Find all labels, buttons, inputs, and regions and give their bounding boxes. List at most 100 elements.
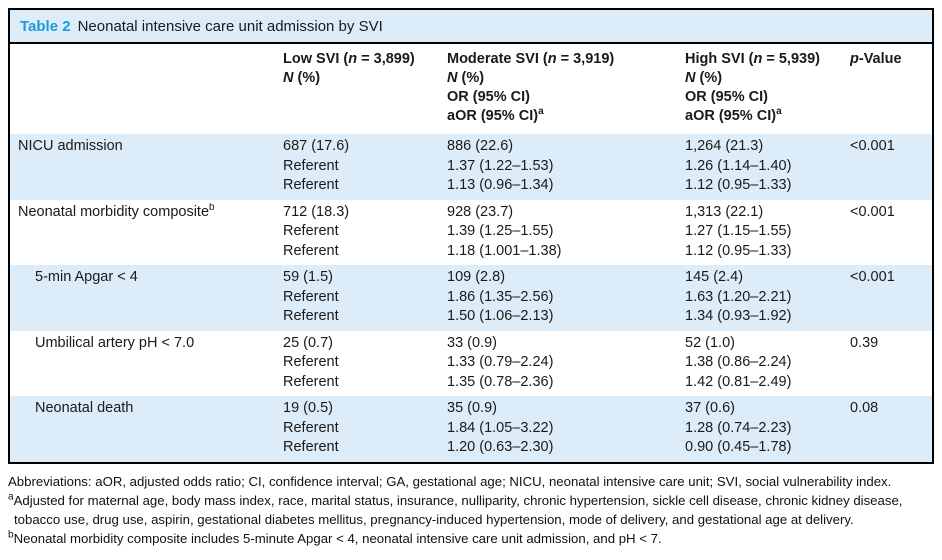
high-svi-cell: 1,313 (22.1) 1.27 (1.15–1.55) 1.12 (0.95… (677, 200, 842, 266)
row-label: Neonatal death (35, 400, 134, 416)
header-line: Moderate SVI (n = 3,919) (447, 51, 615, 67)
low-svi-cell: 19 (0.5) Referent Referent (275, 396, 439, 462)
cell-line: Referent (283, 288, 339, 305)
cell-line: 1.37 (1.22–1.53) (447, 157, 554, 174)
cell-line: 1.63 (1.20–2.21) (685, 288, 792, 305)
cell-line: 928 (23.7) (447, 203, 514, 220)
cell-line: 35 (0.9) (447, 400, 497, 416)
footnotes: Abbreviations: aOR, adjusted odds ratio;… (8, 472, 936, 548)
moderate-svi-cell: 886 (22.6) 1.37 (1.22–1.53) 1.13 (0.96–1… (439, 134, 677, 200)
table-2-container: Table 2 Neonatal intensive care unit admi… (8, 8, 934, 464)
low-svi-cell: 59 (1.5) Referent Referent (275, 265, 439, 331)
cell-line: 1.34 (0.93–1.92) (685, 308, 792, 324)
high-svi-cell: 145 (2.4) 1.63 (1.20–2.21) 1.34 (0.93–1.… (677, 265, 842, 331)
cell-line: 1.13 (0.96–1.34) (447, 177, 554, 193)
header-line: aOR (95% CI)a (685, 107, 782, 124)
cell-line: Referent (283, 308, 339, 324)
cell-line: Referent (283, 419, 339, 436)
high-svi-cell: 1,264 (21.3) 1.26 (1.14–1.40) 1.12 (0.95… (677, 134, 842, 200)
cell-line: 0.90 (0.45–1.78) (685, 439, 792, 455)
data-table: Low SVI (n = 3,899) N (%) Moderate SVI (… (10, 44, 932, 462)
cell-line: 1.12 (0.95–1.33) (685, 242, 792, 259)
header-cell-p-value: p-Value (842, 44, 932, 134)
row-label: 5-min Apgar < 4 (35, 269, 138, 285)
cell-line: 25 (0.7) (283, 334, 333, 351)
header-line: High SVI (n = 5,939) (685, 51, 820, 67)
cell-line: 886 (22.6) (447, 138, 514, 154)
row-label-cell: Umbilical artery pH < 7.0 (10, 331, 275, 397)
low-svi-cell: 25 (0.7) Referent Referent (275, 331, 439, 397)
cell-line: 1.28 (0.74–2.23) (685, 419, 792, 436)
cell-line: Referent (283, 242, 339, 259)
header-line: OR (95% CI) (447, 89, 530, 105)
footnote-a: aAdjusted for maternal age, body mass in… (8, 491, 903, 527)
cell-line: 1.42 (0.81–2.49) (685, 373, 792, 390)
footnote-b: bNeonatal morbidity composite includes 5… (8, 529, 662, 546)
cell-line: 687 (17.6) (283, 138, 350, 154)
p-value-cell: 0.39 (842, 331, 932, 397)
cell-line: 1,313 (22.1) (685, 203, 764, 220)
cell-line: Referent (283, 157, 339, 174)
header-cell-high-svi: High SVI (n = 5,939) N (%) OR (95% CI) a… (677, 44, 842, 134)
cell-line: 1.27 (1.15–1.55) (685, 223, 792, 239)
header-cell-moderate-svi: Moderate SVI (n = 3,919) N (%) OR (95% C… (439, 44, 677, 134)
cell-line: 52 (1.0) (685, 334, 735, 351)
cell-line: 1.50 (1.06–2.13) (447, 308, 554, 324)
low-svi-cell: 687 (17.6) Referent Referent (275, 134, 439, 200)
cell-line: 1.33 (0.79–2.24) (447, 354, 554, 370)
p-value: 0.39 (850, 334, 879, 351)
cell-line: 1,264 (21.3) (685, 138, 764, 154)
row-label-cell: NICU admission (10, 134, 275, 200)
low-svi-cell: 712 (18.3) Referent Referent (275, 200, 439, 266)
cell-line: 19 (0.5) (283, 400, 333, 416)
cell-line: 37 (0.6) (685, 400, 735, 416)
cell-line: Referent (283, 373, 339, 390)
cell-line: 1.38 (0.86–2.24) (685, 354, 792, 370)
header-cell-outcome (10, 44, 275, 134)
table-number-label: Table 2 (20, 18, 71, 35)
p-value: <0.001 (850, 138, 895, 154)
header-line: OR (95% CI) (685, 89, 768, 105)
table-row-nicu-admission: NICU admission 687 (17.6) Referent Refer… (10, 134, 932, 200)
moderate-svi-cell: 109 (2.8) 1.86 (1.35–2.56) 1.50 (1.06–2.… (439, 265, 677, 331)
table-row-5min-apgar: 5-min Apgar < 4 59 (1.5) Referent Refere… (10, 265, 932, 331)
cell-line: Referent (283, 354, 339, 370)
header-line: N (%) (447, 70, 485, 86)
row-label: Umbilical artery pH < 7.0 (35, 334, 195, 351)
row-label-cell: Neonatal death (10, 396, 275, 462)
cell-line: 1.86 (1.35–2.56) (447, 288, 554, 305)
header-line: aOR (95% CI)a (447, 107, 544, 124)
p-value: 0.08 (850, 400, 879, 416)
cell-line: 1.39 (1.25–1.55) (447, 223, 554, 239)
cell-line: 109 (2.8) (447, 269, 506, 285)
footnote-abbreviations: Abbreviations: aOR, adjusted odds ratio;… (8, 474, 892, 489)
cell-line: 145 (2.4) (685, 269, 744, 285)
header-line: Low SVI (n = 3,899) (283, 51, 415, 67)
cell-line: 1.18 (1.001–1.38) (447, 242, 562, 259)
cell-line: 1.35 (0.78–2.36) (447, 373, 554, 390)
header-line: N (%) (685, 70, 723, 86)
moderate-svi-cell: 35 (0.9) 1.84 (1.05–3.22) 1.20 (0.63–2.3… (439, 396, 677, 462)
p-value-cell: <0.001 (842, 265, 932, 331)
moderate-svi-cell: 33 (0.9) 1.33 (0.79–2.24) 1.35 (0.78–2.3… (439, 331, 677, 397)
row-label: Neonatal morbidity compositeb (18, 202, 215, 220)
header-cell-low-svi: Low SVI (n = 3,899) N (%) (275, 44, 439, 134)
table-title-text: Neonatal intensive care unit admission b… (77, 18, 383, 35)
moderate-svi-cell: 928 (23.7) 1.39 (1.25–1.55) 1.18 (1.001–… (439, 200, 677, 266)
header-row: Low SVI (n = 3,899) N (%) Moderate SVI (… (10, 44, 932, 134)
cell-line: 1.26 (1.14–1.40) (685, 157, 792, 174)
p-value-cell: 0.08 (842, 396, 932, 462)
cell-line: 712 (18.3) (283, 203, 350, 220)
high-svi-cell: 52 (1.0) 1.38 (0.86–2.24) 1.42 (0.81–2.4… (677, 331, 842, 397)
cell-line: 1.20 (0.63–2.30) (447, 439, 554, 455)
row-label-cell: Neonatal morbidity compositeb (10, 200, 275, 266)
p-value-cell: <0.001 (842, 200, 932, 266)
p-value: <0.001 (850, 269, 895, 285)
row-label-cell: 5-min Apgar < 4 (10, 265, 275, 331)
cell-line: 59 (1.5) (283, 269, 333, 285)
cell-line: Referent (283, 439, 339, 455)
cell-line: Referent (283, 223, 339, 239)
row-label: NICU admission (18, 138, 123, 154)
cell-line: 1.84 (1.05–3.22) (447, 419, 554, 436)
table-row-neonatal-death: Neonatal death 19 (0.5) Referent Referen… (10, 396, 932, 462)
